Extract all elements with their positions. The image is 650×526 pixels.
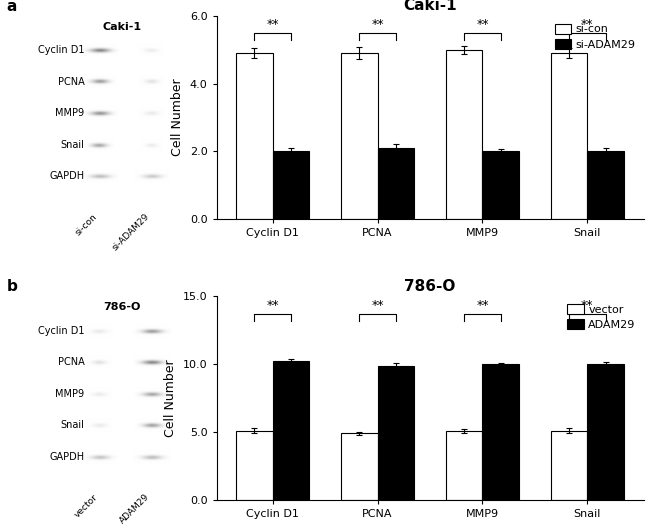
Text: **: ** bbox=[476, 299, 489, 311]
Bar bbox=[588, 364, 624, 500]
Text: **: ** bbox=[266, 299, 279, 311]
Title: Caki-1: Caki-1 bbox=[403, 0, 457, 13]
Bar bbox=[446, 49, 482, 219]
Text: si-con: si-con bbox=[74, 212, 99, 237]
Text: PCNA: PCNA bbox=[58, 358, 84, 368]
Bar bbox=[341, 433, 378, 500]
Text: GAPDH: GAPDH bbox=[49, 452, 84, 462]
Text: si-ADAM29: si-ADAM29 bbox=[111, 212, 151, 252]
Text: **: ** bbox=[266, 18, 279, 31]
Bar bbox=[482, 364, 519, 500]
Text: a: a bbox=[6, 0, 17, 14]
Text: **: ** bbox=[476, 18, 489, 31]
Y-axis label: Cell Number: Cell Number bbox=[164, 359, 177, 437]
Text: **: ** bbox=[581, 18, 593, 31]
Legend: si-con, si-ADAM29: si-con, si-ADAM29 bbox=[552, 22, 638, 52]
Text: Caki-1: Caki-1 bbox=[102, 22, 141, 32]
Bar bbox=[378, 148, 414, 219]
Text: 786-O: 786-O bbox=[103, 302, 140, 312]
Text: Cyclin D1: Cyclin D1 bbox=[38, 45, 84, 55]
Y-axis label: Cell Number: Cell Number bbox=[171, 78, 184, 156]
Legend: vector, ADAM29: vector, ADAM29 bbox=[565, 302, 638, 332]
Bar bbox=[341, 53, 378, 219]
Bar bbox=[551, 53, 588, 219]
Bar bbox=[236, 431, 273, 500]
Bar bbox=[446, 431, 482, 500]
Text: **: ** bbox=[581, 299, 593, 311]
Title: 786-O: 786-O bbox=[404, 279, 456, 294]
Text: **: ** bbox=[371, 299, 384, 311]
Text: Cyclin D1: Cyclin D1 bbox=[38, 326, 84, 336]
Text: ADAM29: ADAM29 bbox=[118, 492, 151, 526]
Text: vector: vector bbox=[73, 492, 99, 519]
Text: MMP9: MMP9 bbox=[55, 108, 84, 118]
Bar bbox=[273, 361, 309, 500]
Text: Snail: Snail bbox=[60, 420, 84, 430]
Text: GAPDH: GAPDH bbox=[49, 171, 84, 181]
Bar bbox=[273, 151, 309, 219]
Bar bbox=[551, 431, 588, 500]
Text: b: b bbox=[6, 279, 18, 295]
Bar bbox=[378, 366, 414, 500]
Text: PCNA: PCNA bbox=[58, 77, 84, 87]
Bar bbox=[482, 151, 519, 219]
Bar bbox=[236, 53, 273, 219]
Text: Snail: Snail bbox=[60, 140, 84, 150]
Text: **: ** bbox=[371, 18, 384, 31]
Text: MMP9: MMP9 bbox=[55, 389, 84, 399]
Bar bbox=[588, 151, 624, 219]
